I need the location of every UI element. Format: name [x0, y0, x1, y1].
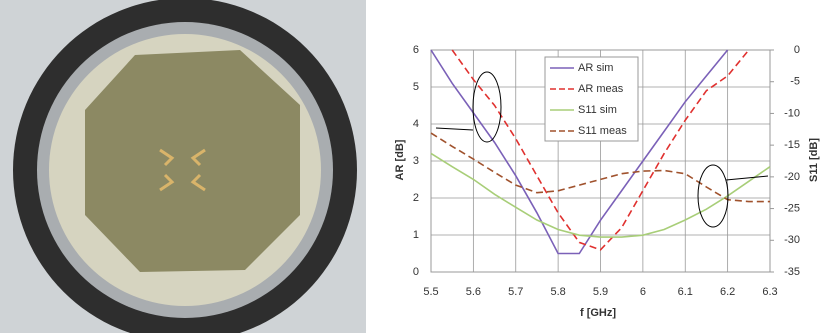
y-tick-label: 0	[413, 266, 419, 278]
x-tick-label: 6.3	[762, 286, 777, 298]
legend-label: S11 sim	[578, 104, 617, 116]
y2-tick-label: -30	[784, 234, 800, 246]
y-tick-label: 1	[413, 229, 419, 241]
y-tick-label: 3	[413, 155, 419, 167]
legend-label: S11 meas	[578, 125, 627, 137]
x-tick-label: 5.6	[466, 286, 481, 298]
y2-tick-label: -25	[784, 202, 800, 214]
x-tick-label: 6.2	[720, 286, 735, 298]
legend-box	[544, 56, 639, 142]
y2-tick-label: -15	[784, 139, 800, 151]
annotation-ellipse	[697, 164, 729, 228]
annotations	[435, 71, 769, 228]
legend: AR sim AR meas S11 sim S11 meas	[544, 56, 639, 142]
x-tick-label: 5.5	[423, 286, 438, 298]
series-line	[430, 132, 770, 203]
y-tick-label: 4	[413, 118, 419, 130]
annotation-arrow	[435, 127, 474, 131]
series-line	[430, 152, 771, 238]
x-tick-label: 5.9	[593, 286, 608, 298]
y2-tick-label: -20	[784, 171, 800, 183]
y2-tick-label: 0	[794, 44, 800, 56]
y2-tick-label: -5	[790, 76, 800, 88]
y-tick-label: 5	[413, 81, 419, 93]
x-tick-label: 5.8	[550, 286, 565, 298]
antenna-photo	[0, 0, 366, 333]
y2-tick-label: -10	[784, 107, 800, 119]
x-tick-label: 5.7	[508, 286, 523, 298]
photo-patch	[85, 50, 300, 272]
y-axis-title: AR [dB]	[394, 139, 406, 180]
series-line	[430, 49, 729, 255]
y2-axis-title: S11 [dB]	[808, 138, 820, 182]
legend-label: AR sim	[578, 62, 613, 74]
y-tick-label: 6	[413, 44, 419, 56]
y2-tick-label: -35	[784, 266, 800, 278]
x-axis-title: f [GHz]	[580, 307, 616, 319]
x-tick-label: 6.1	[678, 286, 693, 298]
legend-label: AR meas	[578, 83, 624, 95]
photo-slots	[159, 148, 206, 192]
annotation-arrow	[725, 175, 769, 181]
y-tick-label: 2	[413, 192, 419, 204]
annotation-ellipse	[472, 71, 502, 143]
photo-slot	[159, 148, 206, 192]
series-line	[451, 49, 750, 251]
x-tick-label: 6	[640, 286, 646, 298]
